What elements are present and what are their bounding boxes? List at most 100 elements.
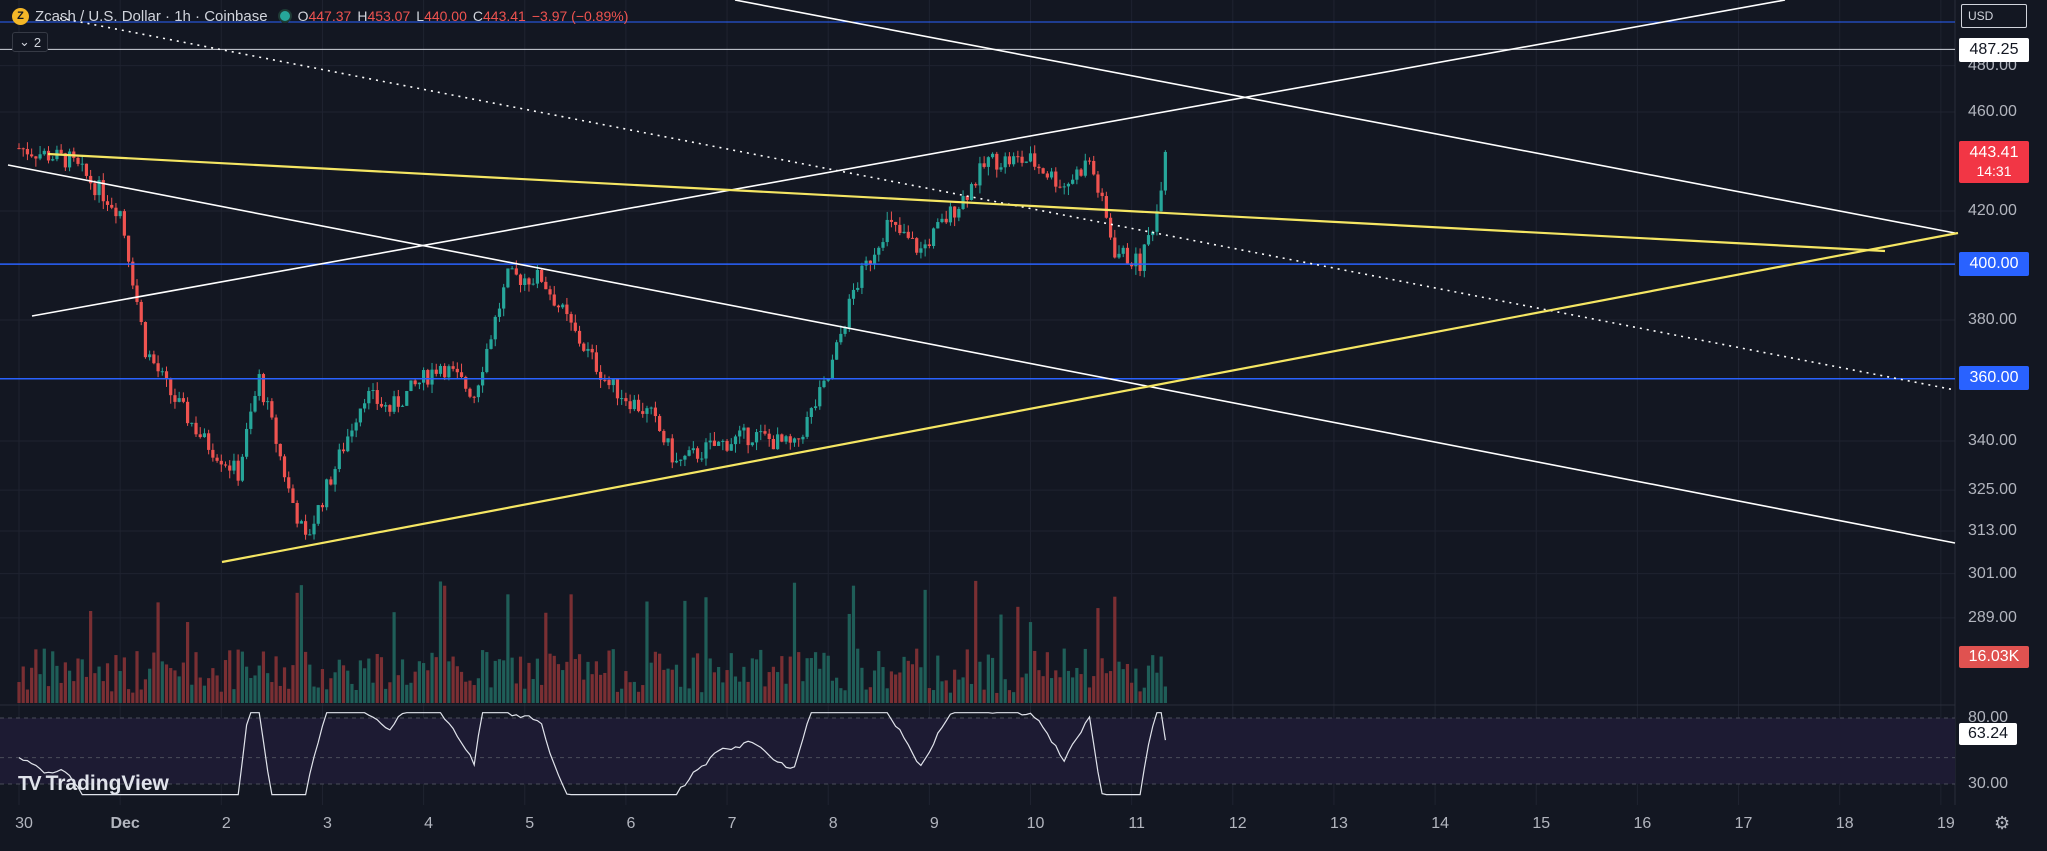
candle-body [291, 488, 295, 503]
candle-body [126, 235, 131, 262]
volume-bar [1117, 661, 1121, 703]
candle-body [1146, 235, 1151, 245]
high-value: 453.07 [367, 8, 411, 24]
candle-body [695, 448, 700, 459]
candle-body [1020, 156, 1024, 163]
volume-bar [287, 688, 291, 703]
candle-body [636, 399, 641, 412]
currency-selector[interactable]: USD [1961, 4, 2027, 28]
candle-body [683, 455, 687, 460]
ohlc-readout: O447.37 H453.07 L440.00 C443.41 −3.97 (−… [298, 8, 629, 24]
gear-icon[interactable]: ⚙ [1994, 813, 2011, 833]
candle-body [792, 438, 797, 443]
rsi-lower-label: 30.00 [1968, 775, 2009, 792]
volume-bar [181, 662, 185, 703]
candle-body [704, 442, 708, 459]
volume-bar [742, 666, 746, 703]
candle-body [590, 348, 594, 353]
candle-body [122, 211, 126, 236]
volume-bar [118, 671, 122, 703]
candle-body [1058, 186, 1062, 188]
candle-body [409, 380, 413, 391]
candle-body [379, 403, 384, 407]
candle-body [135, 285, 139, 302]
volume-bar [84, 676, 89, 703]
candle-body [1007, 156, 1012, 165]
candle-body [244, 428, 249, 457]
volume-bar [556, 664, 561, 703]
candle-body [219, 460, 223, 465]
candle-body [464, 376, 468, 389]
candle-body [493, 316, 497, 340]
time-tick-label: 13 [1330, 815, 1348, 832]
price-tick-label: 325.00 [1968, 481, 2017, 499]
volume-bar [738, 681, 742, 703]
candle-body [371, 390, 375, 392]
candle-body [451, 366, 455, 369]
volume-bar [337, 659, 341, 703]
volume-bar [666, 668, 670, 703]
candle-body [712, 440, 717, 446]
volume-histogram [17, 580, 1167, 703]
volume-bar [561, 670, 565, 703]
volume-bar [1146, 665, 1151, 703]
volume-bar [931, 690, 936, 703]
volume-bar [687, 688, 691, 703]
symbol-title[interactable]: Zcash / U.S. Dollar · 1h · Coinbase [35, 7, 268, 25]
candle-body [936, 222, 940, 229]
volume-bar [303, 651, 308, 703]
candle-body [215, 457, 219, 461]
volume-bar [695, 653, 700, 703]
volume-bar [371, 682, 375, 703]
candle-body [1151, 231, 1155, 236]
candle-body [502, 287, 506, 309]
volume-bar [767, 672, 771, 703]
price-tag-level-high: 487.25 [1959, 38, 2029, 62]
volume-bar [489, 687, 493, 703]
volume-bar [459, 671, 464, 703]
volume-bar [704, 597, 708, 703]
candle-body [851, 289, 856, 299]
volume-bar [818, 668, 822, 703]
tradingview-logo[interactable]: TV TradingView [18, 772, 169, 796]
candle-body [308, 534, 312, 536]
candle-body [25, 148, 30, 155]
candle-body [278, 443, 282, 457]
yellow-ascending-trendline [221, 231, 1959, 564]
candle-body [577, 330, 582, 344]
candle-body [173, 395, 177, 402]
candle-body [1159, 190, 1163, 212]
volume-bar [1113, 596, 1117, 703]
candle-body [658, 416, 662, 432]
volume-bar [308, 664, 312, 703]
volume-bar [754, 659, 759, 703]
candle-body [232, 460, 236, 471]
volume-bar [215, 675, 219, 703]
volume-bar [674, 664, 679, 703]
candle-body [607, 379, 611, 386]
time-tick-label: 9 [929, 815, 939, 832]
candle-body [228, 465, 232, 471]
candle-body [780, 434, 784, 442]
volume-bar [902, 656, 906, 703]
candle-body [708, 440, 712, 443]
candle-body [649, 407, 653, 409]
time-tick-label: 2 [221, 815, 231, 832]
candle-body [447, 366, 451, 378]
candle-body [615, 379, 620, 399]
candle-body [1075, 169, 1079, 180]
volume-bar [953, 669, 957, 703]
volume-bar [990, 657, 995, 703]
candle-body [413, 380, 417, 385]
symbol-legend[interactable]: Z Zcash / U.S. Dollar · 1h · Coinbase O4… [12, 4, 628, 28]
indicators-collapse-button[interactable]: ⌄ 2 [12, 32, 49, 52]
indicator-count: 2 [33, 34, 42, 50]
volume-bar [93, 673, 97, 703]
candle-body [868, 260, 872, 264]
volume-bar [1003, 679, 1007, 703]
volume-bar [864, 689, 868, 703]
time-tick-label: 6 [626, 815, 636, 832]
candle-body [725, 440, 729, 451]
candle-body [472, 396, 476, 398]
